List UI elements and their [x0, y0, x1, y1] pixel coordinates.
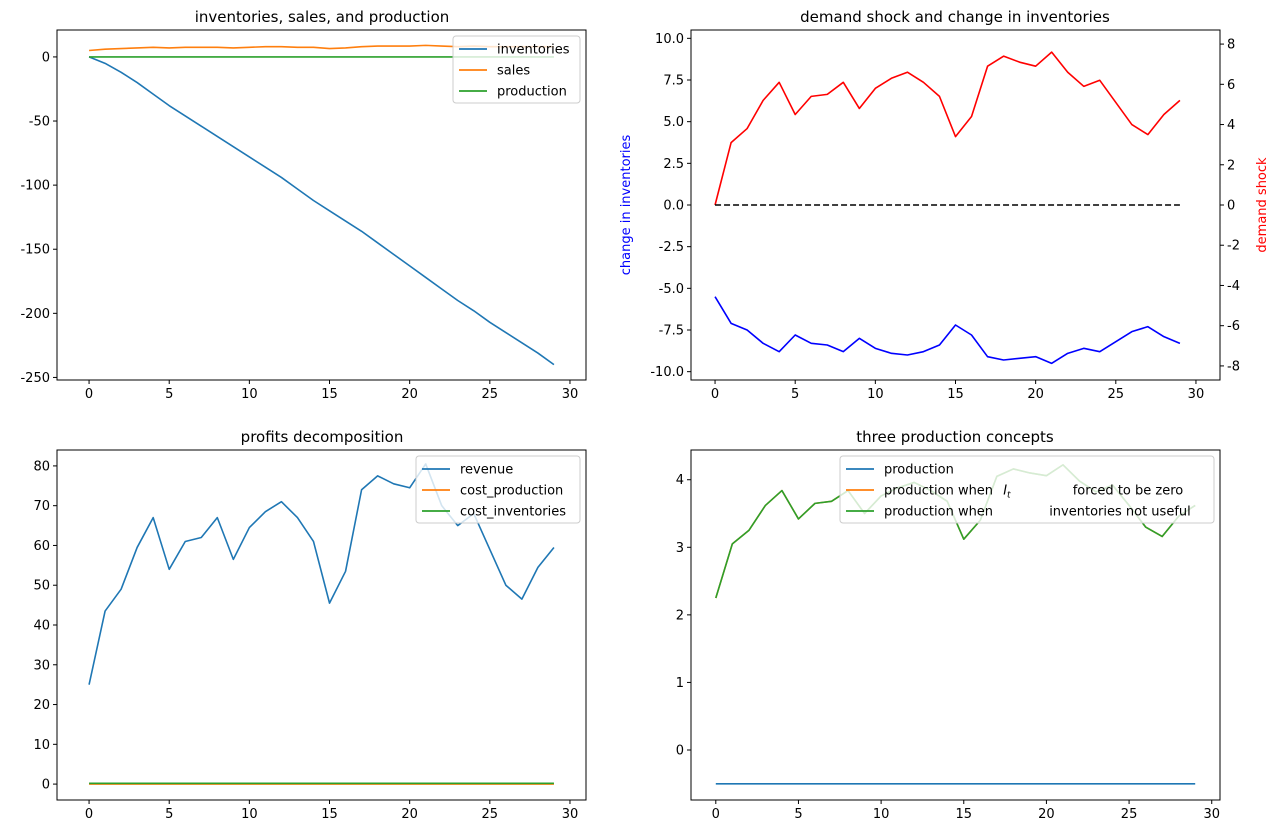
- y-right-tick-label: 4: [1227, 118, 1235, 133]
- y-tick-label: -7.5: [659, 324, 684, 339]
- panel-three-production-concepts: three production concepts 0 5 10 15 20 25 30 0 1…: [676, 428, 1221, 822]
- legend-label: production: [884, 463, 954, 478]
- legend-frame: [452, 35, 581, 104]
- y-tick-label: 4: [676, 473, 684, 488]
- y-right-tick-label: 0: [1227, 199, 1235, 214]
- legend: production production when It forced to b…: [839, 455, 1215, 524]
- x-tick-label: 25: [1121, 807, 1138, 822]
- panel-demand-shock: demand shock and change in inventories c…: [619, 8, 1270, 402]
- y-tick-label: -100: [20, 179, 50, 194]
- axes-frame: [690, 449, 1221, 801]
- x-tick-label: 10: [873, 807, 890, 822]
- x-tick-label: 10: [241, 807, 258, 822]
- x-tick-label: 5: [165, 807, 173, 822]
- legend-label: inventories: [497, 43, 570, 58]
- y-tick-label: -150: [20, 243, 50, 258]
- y-tick-label: -250: [20, 371, 50, 386]
- series-line-1: [714, 51, 1181, 206]
- y-tick-label: 2.5: [663, 157, 684, 172]
- y-tick-label: 7.5: [663, 74, 684, 89]
- y-tick-label: 40: [33, 619, 50, 634]
- x-tick-label: 25: [482, 387, 499, 402]
- x-tick-label: 15: [955, 807, 972, 822]
- x-tick-label: 15: [321, 807, 338, 822]
- x-tick-label: 5: [165, 387, 173, 402]
- y-tick-label: 80: [33, 459, 50, 474]
- x-tick-label: 0: [85, 387, 93, 402]
- x-tick-label: 20: [1038, 807, 1055, 822]
- legend-frame: [415, 455, 581, 524]
- y-tick-label: 0: [676, 744, 684, 759]
- y-tick-label: 0: [42, 778, 50, 793]
- chart-title: profits decomposition: [241, 428, 404, 446]
- legend-frame: [839, 455, 1215, 524]
- axes-frame: [690, 29, 1221, 381]
- x-tick-label: 15: [321, 387, 338, 402]
- chart-title: demand shock and change in inventories: [800, 8, 1110, 26]
- x-tick-label: 5: [791, 387, 799, 402]
- y-axis-label-left: change in inventories: [619, 135, 634, 276]
- legend-label: revenue: [460, 463, 513, 478]
- y-tick-label: 3: [676, 541, 684, 556]
- x-tick-label: 20: [401, 387, 418, 402]
- chart-title: three production concepts: [856, 428, 1054, 446]
- y-tick-label: 70: [33, 499, 50, 514]
- y-tick-label: 30: [33, 658, 50, 673]
- y-right-tick-label: -6: [1227, 319, 1240, 334]
- chart-title: inventories, sales, and production: [195, 8, 450, 26]
- x-tick-label: 15: [947, 387, 964, 402]
- legend: revenue cost_production cost_inventories: [415, 455, 581, 524]
- y-tick-label: -10.0: [650, 365, 684, 380]
- y-tick-label: -5.0: [659, 282, 684, 297]
- legend: inventories sales production: [452, 35, 581, 104]
- y-right-tick-label: 8: [1227, 38, 1235, 53]
- axes-frame: [56, 449, 587, 801]
- series-line-0: [88, 56, 555, 366]
- y-axis-label-right: demand shock: [1255, 157, 1270, 253]
- legend-label: sales: [497, 64, 530, 79]
- y-tick-label: 0: [42, 50, 50, 65]
- legend-label: cost_inventories: [460, 505, 566, 520]
- panel-inventories-sales-production: inventories, sales, and production 0 5 10 1…: [20, 8, 587, 402]
- legend-label: production: [497, 85, 567, 100]
- y-tick-label: 10.0: [655, 32, 684, 47]
- y-tick-label: -200: [20, 307, 50, 322]
- x-tick-label: 30: [562, 387, 579, 402]
- x-tick-label: 30: [1188, 387, 1205, 402]
- y-tick-label: -2.5: [659, 240, 684, 255]
- x-tick-label: 0: [711, 387, 719, 402]
- legend-label: production when It forced to be zero: [884, 484, 1183, 501]
- y-tick-label: 20: [33, 698, 50, 713]
- x-tick-label: 30: [1203, 807, 1220, 822]
- y-right-tick-label: 6: [1227, 78, 1235, 93]
- x-tick-label: 10: [867, 387, 884, 402]
- x-tick-label: 30: [562, 807, 579, 822]
- x-tick-label: 0: [85, 807, 93, 822]
- x-tick-label: 25: [1108, 387, 1125, 402]
- y-tick-label: 1: [676, 676, 684, 691]
- y-tick-label: 50: [33, 579, 50, 594]
- y-tick-label: 5.0: [663, 115, 684, 130]
- y-right-tick-label: -4: [1227, 279, 1240, 294]
- x-tick-label: 20: [401, 807, 418, 822]
- panel-profits-decomposition: profits decomposition 0 5 10 15 20 25 30 0 10 20 3…: [33, 428, 587, 822]
- y-right-tick-label: -2: [1227, 239, 1240, 254]
- x-tick-label: 25: [482, 807, 499, 822]
- y-tick-label: -50: [29, 115, 50, 130]
- x-tick-label: 10: [241, 387, 258, 402]
- y-right-tick-label: 2: [1227, 158, 1235, 173]
- y-tick-label: 60: [33, 539, 50, 554]
- y-tick-label: 2: [676, 608, 684, 623]
- legend-label: cost_production: [460, 484, 563, 499]
- legend-label: production when inventories not useful: [884, 505, 1191, 520]
- y-tick-label: 10: [33, 738, 50, 753]
- series-line-0: [714, 296, 1181, 365]
- y-tick-label: 0.0: [663, 199, 684, 214]
- axes-frame: [56, 29, 587, 381]
- y-right-tick-label: -8: [1227, 359, 1240, 374]
- x-tick-label: 20: [1027, 387, 1044, 402]
- x-tick-label: 5: [794, 807, 802, 822]
- x-tick-label: 0: [712, 807, 720, 822]
